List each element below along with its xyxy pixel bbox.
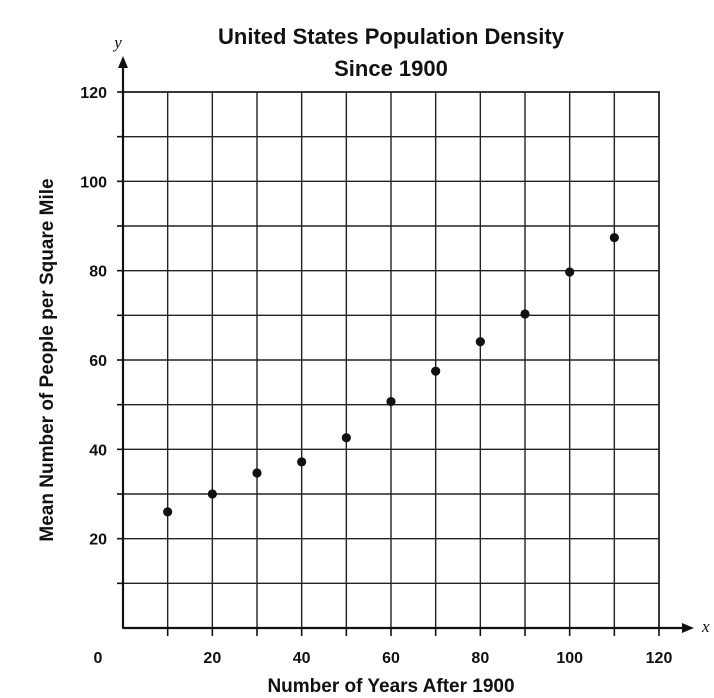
data-points — [163, 233, 619, 517]
chart-title-line-2: Since 1900 — [334, 56, 448, 81]
x-axis-arrow — [682, 623, 694, 633]
data-point — [565, 267, 575, 277]
y-axis-label: Mean Number of People per Square Mile — [37, 178, 58, 541]
data-point — [475, 337, 485, 347]
y-tick-label: 120 — [80, 85, 107, 102]
data-point — [207, 489, 217, 499]
data-point — [163, 507, 173, 517]
y-axis-arrow — [118, 56, 128, 68]
data-point — [252, 468, 262, 478]
data-point — [297, 457, 307, 467]
data-point — [386, 396, 396, 407]
y-tick-label: 40 — [89, 442, 107, 459]
x-tick-label: 0 — [94, 650, 103, 667]
chart-title: United States Population Density Since 1… — [218, 24, 565, 81]
y-tick-label: 60 — [89, 353, 107, 370]
data-point — [431, 366, 441, 376]
x-tick-label: 20 — [203, 650, 221, 667]
data-point — [609, 233, 619, 243]
x-tick-label: 120 — [646, 650, 673, 667]
x-axis-label: Number of Years After 1900 — [267, 676, 514, 697]
x-tick-label: 100 — [556, 650, 583, 667]
axes — [117, 56, 694, 636]
x-tick-label: 40 — [293, 650, 311, 667]
chart-title-line-1: United States Population Density — [218, 24, 565, 49]
y-tick-label: 80 — [89, 264, 107, 281]
tick-labels: 0 20 40 60 80 100 120 20 40 60 80 100 120 — [80, 85, 672, 667]
x-tick-label: 80 — [471, 650, 489, 667]
data-point — [341, 433, 351, 443]
x-axis-variable: x — [701, 617, 710, 636]
y-axis-variable: y — [112, 33, 122, 52]
data-point — [520, 309, 530, 319]
grid-lines — [122, 91, 660, 629]
y-tick-label: 20 — [89, 532, 107, 549]
y-tick-label: 100 — [80, 174, 107, 191]
x-tick-label: 60 — [382, 650, 400, 667]
